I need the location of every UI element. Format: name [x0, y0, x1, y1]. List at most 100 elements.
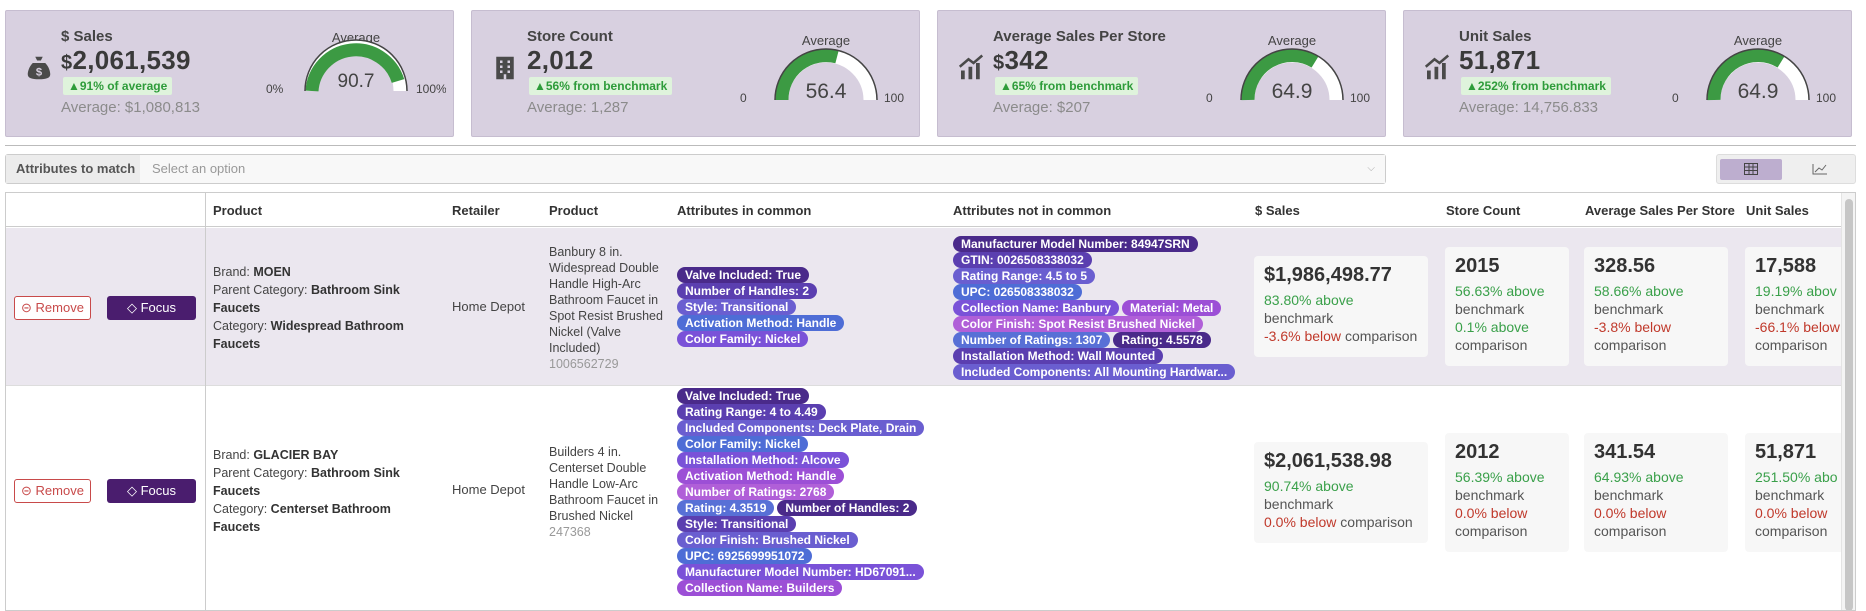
col-attributes-common[interactable]: Attributes in common: [677, 203, 812, 218]
tag-line: Included Components: Deck Plate, Drain: [677, 420, 927, 436]
focus-button[interactable]: ◇ Focus: [107, 479, 196, 503]
kpi-value: 2,012: [527, 45, 594, 75]
remove-button[interactable]: ⊝ Remove: [14, 296, 91, 320]
attribute-tag: Rating Range: 4.5 to 5: [953, 268, 1096, 284]
attribute-tag: Rating: 4.5578: [1113, 332, 1211, 348]
retailer: Home Depot: [452, 482, 525, 497]
product-name[interactable]: Banbury 8 in. Widespread Double Handle H…: [549, 244, 667, 372]
col-attributes-not-common[interactable]: Attributes not in common: [953, 203, 1112, 218]
chevron-down-icon[interactable]: ⌵: [1367, 163, 1375, 174]
gauge-value: 56.4: [806, 80, 847, 103]
tag-line: Number of Ratings: 2768: [677, 484, 927, 500]
attribute-tag: GTIN: 0026508338032: [953, 252, 1092, 268]
attribute-tag: Material: Metal: [1122, 300, 1222, 316]
section-divider: [5, 145, 1856, 146]
avg-sales-card: 328.56 58.66% above benchmark -3.8% belo…: [1584, 247, 1728, 366]
tag-line: Valve Included: True: [677, 388, 927, 404]
tag-line: Number of Ratings: 1307 Rating: 4.5578: [953, 332, 1238, 348]
tag-line: Activation Method: Handle: [677, 468, 927, 484]
gauge-value: 64.9: [1738, 80, 1779, 103]
sku: 1006562729: [549, 357, 619, 371]
focus-button[interactable]: ◇ Focus: [107, 296, 196, 320]
chart-view-button[interactable]: [1789, 159, 1851, 180]
scrollbar-thumb[interactable]: [1845, 199, 1853, 610]
attribute-tag: Number of Handles: 2: [777, 500, 918, 516]
attribute-tag: Installation Method: Alcove: [677, 452, 849, 468]
tag-line: Manufacturer Model Number: 84947SRN: [953, 236, 1238, 252]
gauge-min: 0: [740, 91, 747, 105]
kpi-value: 51,871: [1459, 45, 1541, 75]
tag-line: Style: Transitional: [677, 299, 847, 315]
sales-card: $2,061,538.98 90.74% above benchmark 0.0…: [1254, 442, 1428, 543]
brand: GLACIER BAY: [253, 448, 339, 462]
comparison-table: Product Retailer Product Attributes in c…: [5, 192, 1856, 611]
filter-label: Attributes to match: [6, 155, 147, 183]
col-sales[interactable]: $ Sales: [1255, 203, 1300, 218]
attributes-common-tags: Valve Included: True Number of Handles: 2…: [677, 267, 847, 347]
svg-text:$: $: [36, 67, 43, 79]
gauge-chart: Average 90.7 0% 100%: [266, 30, 446, 96]
tag-line: Installation Method: Alcove: [677, 452, 927, 468]
kpi-average: Average: 1,287: [527, 99, 629, 116]
table-scrollbar[interactable]: [1841, 193, 1855, 610]
kpi-title: Average Sales Per Store: [993, 28, 1166, 45]
focus-icon: ◇: [126, 300, 137, 315]
tag-line: UPC: 026508338032: [953, 284, 1238, 300]
attribute-tag: Number of Ratings: 1307: [953, 332, 1111, 348]
attribute-tag: Number of Ratings: 2768: [677, 484, 835, 500]
table-view-button[interactable]: [1720, 159, 1782, 180]
kpi-delta-badge: ▲91% of average: [63, 77, 173, 95]
kpi-card-unit-sales: Unit Sales 51,871 ▲252% from benchmark A…: [1403, 10, 1852, 137]
table-icon: [1744, 163, 1758, 175]
parent-category: Bathroom Sink Faucets: [213, 283, 400, 315]
attribute-tag: Color Finish: Brushed Nickel: [677, 532, 858, 548]
gauge-value: 90.7: [338, 71, 375, 92]
retailer: Home Depot: [452, 299, 525, 314]
attribute-tag: Included Components: All Mounting Hardwa…: [953, 364, 1236, 380]
col-store-count[interactable]: Store Count: [1446, 203, 1521, 218]
attribute-tag: Color Finish: Spot Resist Brushed Nickel: [953, 316, 1204, 332]
kpi-title: Unit Sales: [1459, 28, 1532, 45]
attributes-filter: Attributes to match Select an option ⌵: [5, 154, 1386, 184]
col-product-name[interactable]: Product: [549, 203, 599, 218]
remove-button[interactable]: ⊝ Remove: [14, 479, 91, 503]
gauge-min: 0: [1206, 91, 1213, 105]
product-name[interactable]: Builders 4 in. Centerset Double Handle L…: [549, 444, 667, 540]
gauge-fill: [775, 49, 839, 101]
tag-line: Color Family: Nickel: [677, 331, 847, 347]
tag-line: Collection Name: Builders: [677, 580, 927, 596]
attributes-not-common-tags: Manufacturer Model Number: 84947SRN GTIN:…: [953, 236, 1238, 380]
unit-sales-card: 17,588 19.19% abov benchmark -66.1% belo…: [1745, 247, 1855, 366]
kpi-average: Average: $207: [993, 99, 1091, 116]
kpi-delta-badge: ▲65% from benchmark: [995, 77, 1139, 95]
attribute-tag: Included Components: Deck Plate, Drain: [677, 420, 925, 436]
kpi-average: Average: $1,080,813: [61, 99, 201, 116]
col-avg-sales-per-store[interactable]: Average Sales Per Store: [1585, 203, 1735, 218]
kpi-title: Store Count: [527, 28, 613, 45]
table-row: ⊝ Remove ◇ Focus Brand: GLACIER BAY Pare…: [6, 387, 1855, 610]
remove-icon: ⊝: [21, 483, 32, 498]
category: Centerset Bathroom Faucets: [213, 502, 391, 534]
attribute-tag: Collection Name: Banbury: [953, 300, 1120, 316]
remove-icon: ⊝: [21, 300, 32, 315]
product-info: Brand: GLACIER BAY Parent Category: Bath…: [213, 448, 400, 534]
gauge-label: Average: [1268, 33, 1316, 48]
view-toggle: [1716, 154, 1856, 184]
unit-sales-card: 51,871 251.50% abo benchmark 0.0% below …: [1745, 433, 1855, 552]
category: Widespread Bathroom Faucets: [213, 319, 404, 351]
tag-line: Installation Method: Wall Mounted: [953, 348, 1238, 364]
building-icon: [496, 56, 514, 80]
attribute-tag: Number of Handles: 2: [677, 283, 818, 299]
tag-line: Number of Handles: 2: [677, 283, 847, 299]
col-unit-sales[interactable]: Unit Sales: [1746, 203, 1809, 218]
gauge-chart: Average 56.4 0 100: [740, 33, 904, 105]
product-info: Brand: MOEN Parent Category: Bathroom Si…: [213, 265, 404, 351]
gauge-value: 64.9: [1272, 80, 1313, 103]
money-bag-icon: $: [27, 56, 51, 80]
col-product[interactable]: Product: [213, 203, 263, 218]
col-retailer[interactable]: Retailer: [452, 203, 500, 218]
attribute-tag: Valve Included: True: [677, 267, 810, 283]
tag-line: Rating Range: 4.5 to 5: [953, 268, 1238, 284]
attributes-select[interactable]: Select an option: [140, 155, 1385, 183]
attribute-tag: Style: Transitional: [677, 299, 797, 315]
